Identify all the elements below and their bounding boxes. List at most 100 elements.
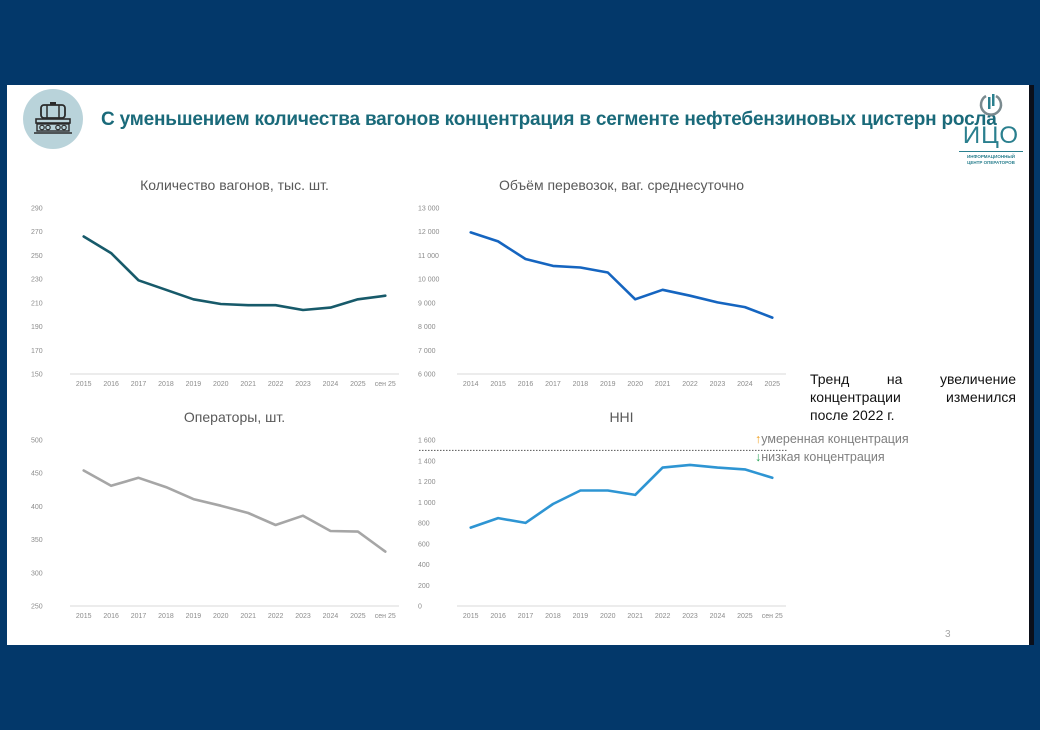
data-point [82,235,85,238]
y-tick-label: 6 000 [418,372,436,379]
x-tick-label: 2018 [545,613,561,620]
y-tick-label: 450 [31,471,43,478]
y-tick-label: 800 [418,521,430,528]
x-tick-label: 2023 [295,381,311,388]
data-point [524,258,527,260]
x-tick-label: 2017 [545,381,561,388]
y-tick-label: 7 000 [418,348,436,355]
data-point [219,303,222,305]
y-tick-label: 10 000 [418,277,440,284]
x-tick-label: 2015 [463,613,479,620]
y-tick-label: 500 [31,438,43,445]
x-tick-label: 2025 [350,381,366,388]
x-tick-label: 2024 [737,381,753,388]
chart-hhi: HHI 0 200 400 600 800 1 000 1 200 1 400 1 600 2015… [409,405,794,625]
x-tick-label: 2019 [600,381,616,388]
chart-title: Количество вагонов, тыс. шт. [140,177,329,193]
data-point [524,522,527,524]
x-tick-label: 2019 [186,381,202,388]
x-tick-label: 2020 [627,381,643,388]
x-tick-label: 2020 [213,381,229,388]
data-point [634,494,637,496]
y-tick-label: 1 000 [418,500,436,507]
data-point [552,503,554,505]
x-tick-label: 2018 [158,613,174,620]
data-point [329,530,332,532]
data-point [661,466,664,469]
hhi-legend: ↑умеренная концентрация ↓низкая концентр… [755,430,909,466]
x-tick-label: 2017 [131,381,147,388]
x-tick-label: 2022 [655,613,671,620]
data-point [274,304,277,307]
x-tick-label: 2015 [490,381,506,388]
y-tick-label: 170 [31,348,43,355]
data-point [357,298,359,301]
x-tick-label: 2015 [76,381,92,388]
y-tick-label: 11 000 [418,253,439,260]
data-point [497,240,499,243]
data-point [110,252,112,254]
data-point [219,504,222,507]
x-tick-label: 2019 [186,613,202,620]
y-tick-label: 350 [31,537,43,544]
data-point [689,464,691,466]
data-point [357,530,359,533]
y-tick-label: 250 [31,253,43,260]
x-tick-label: сен 25 [375,613,396,620]
data-point [771,476,774,479]
y-tick-label: 0 [418,604,422,611]
chart-volume: Объём перевозок, ваг. среднесуточно 6 000… [409,173,794,393]
x-tick-label: 2022 [268,381,284,388]
x-tick-label: 2024 [710,613,726,620]
legend-low: ↓низкая концентрация [755,448,909,466]
data-point [247,512,250,514]
x-tick-label: 2017 [518,613,534,620]
data-point [165,289,167,291]
y-tick-label: 9 000 [418,300,436,307]
data-point [302,309,304,311]
data-point [192,298,195,301]
chart-title: Объём перевозок, ваг. среднесуточно [499,177,744,193]
x-tick-label: 2021 [240,381,256,388]
logo-subtitle-line2: ЦЕНТР ОПЕРАТОРОВ [967,160,1015,165]
note-word: изменился [946,389,1016,405]
data-point [192,498,195,500]
data-point [606,489,609,492]
x-tick-label: 2014 [463,381,479,388]
chart-title: Операторы, шт. [184,409,285,425]
y-tick-label: 600 [418,541,430,548]
x-tick-label: 2025 [737,613,753,620]
x-tick-label: сен 25 [762,613,783,620]
series-line [469,463,774,529]
data-point [137,279,140,282]
x-tick-label: 2020 [213,613,229,620]
data-point [497,517,499,519]
x-tick-label: 2021 [627,613,643,620]
data-point [744,468,746,471]
x-tick-label: сен 25 [375,381,396,388]
y-tick-label: 1 200 [418,479,436,486]
data-point [661,289,664,291]
y-tick-label: 400 [418,562,430,569]
y-tick-label: 1 400 [418,458,436,465]
slide: С уменьшением количества вагонов концент… [7,85,1029,645]
y-tick-label: 290 [31,206,43,213]
legend-moderate-label: умеренная концентрация [761,432,909,446]
y-tick-label: 190 [31,324,43,331]
x-tick-label: 2020 [600,613,616,620]
slide-title: С уменьшением количества вагонов концент… [101,109,997,130]
y-tick-label: 300 [31,570,43,577]
data-point [274,524,277,526]
y-tick-label: 200 [418,583,430,590]
arrow-up-icon: ↑ [755,432,762,446]
y-tick-label: 13 000 [418,206,440,213]
data-point [110,485,112,487]
y-tick-label: 12 000 [418,229,440,236]
logo-subtitle: ИНФОРМАЦИОННЫЙ ЦЕНТР ОПЕРАТОРОВ [959,151,1023,166]
data-point [579,489,582,492]
y-tick-label: 230 [31,277,43,284]
data-point [165,486,167,488]
y-tick-label: 210 [31,300,43,307]
legend-low-label: низкая концентрация [761,450,885,464]
x-tick-label: 2018 [573,381,589,388]
